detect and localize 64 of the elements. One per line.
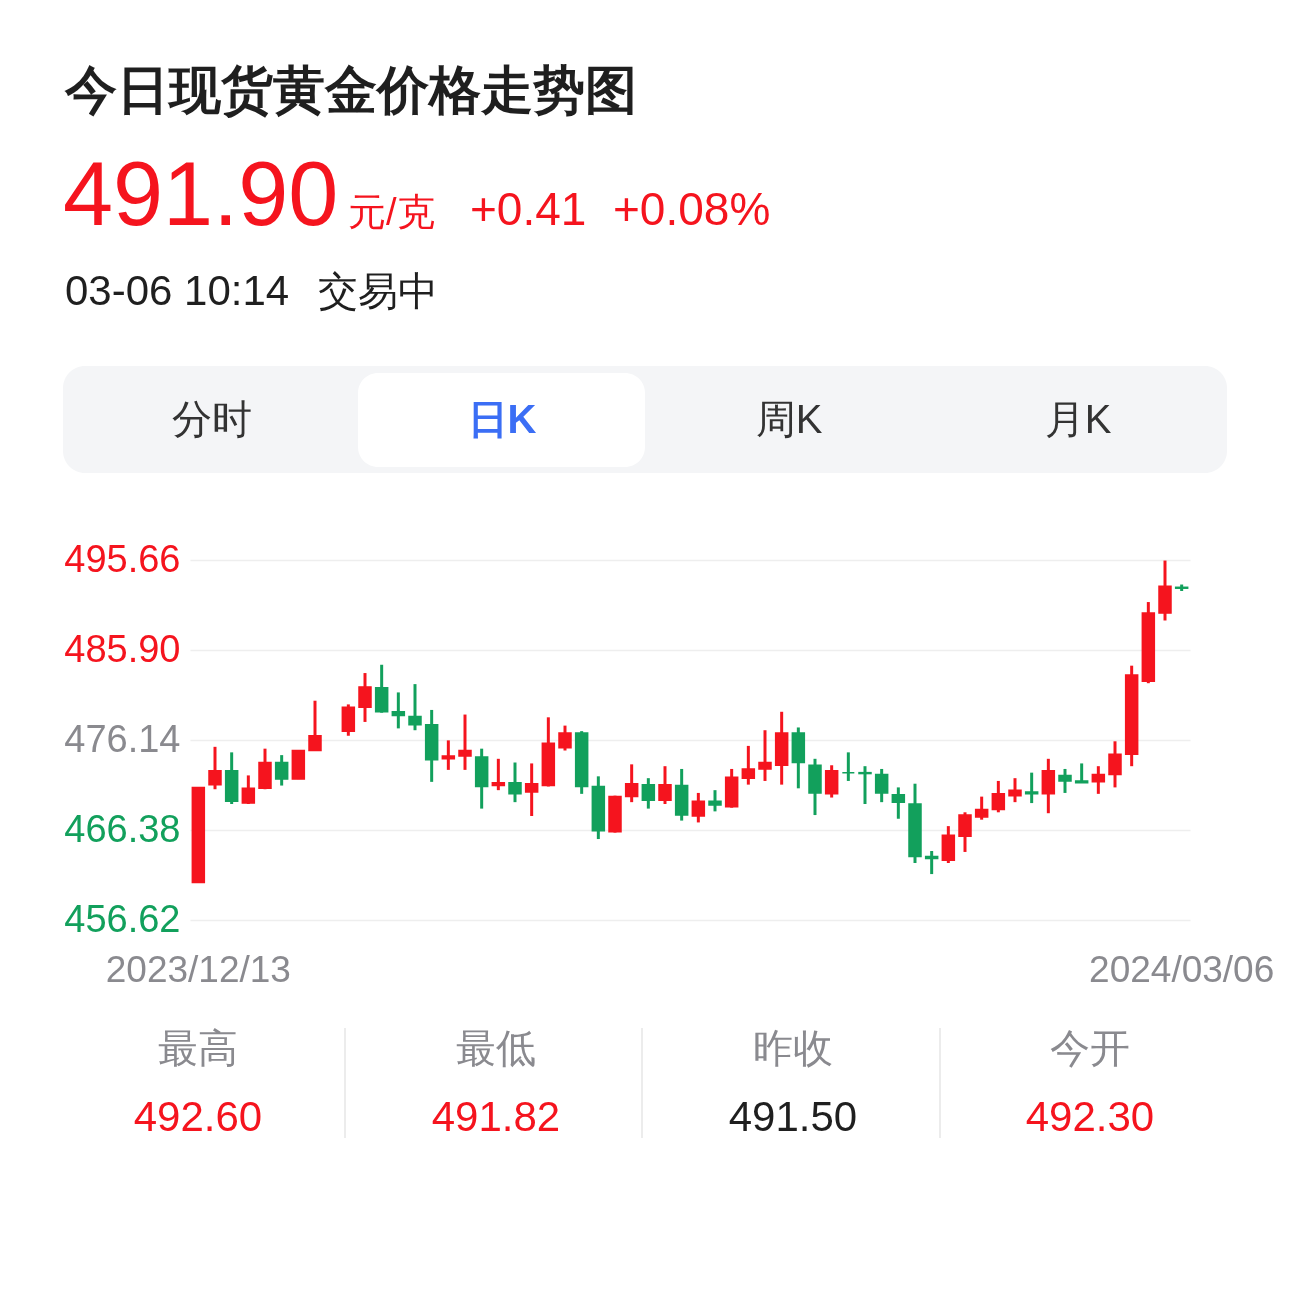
candlestick — [208, 745, 222, 791]
candlestick — [241, 775, 256, 804]
candlestick — [858, 766, 872, 804]
y-tick-label: 456.62 — [64, 897, 181, 940]
candlestick — [358, 673, 372, 722]
candlestick — [691, 791, 706, 823]
y-tick-label: 476.14 — [64, 717, 181, 760]
text: +0.08% — [613, 183, 771, 235]
candlestick — [891, 787, 906, 819]
candlestick — [441, 740, 456, 770]
candlestick — [1108, 741, 1122, 788]
candlestick — [958, 812, 972, 852]
candlestick — [508, 762, 522, 804]
text: 月K — [1044, 397, 1112, 441]
candlestick — [924, 851, 939, 876]
candlestick — [758, 730, 772, 781]
candlestick — [1041, 757, 1056, 815]
candlestick — [841, 752, 856, 781]
candlestick — [874, 767, 889, 804]
candlestick — [308, 700, 322, 752]
text: 最高 — [158, 1026, 238, 1070]
text: 最低 — [456, 1026, 536, 1070]
text: 492.30 — [1025, 1093, 1155, 1140]
candlestick — [824, 765, 839, 798]
candlestick — [274, 755, 289, 786]
candlestick — [1058, 767, 1072, 793]
text: 491.82 — [431, 1093, 561, 1140]
text: +0.41 — [470, 183, 587, 235]
candlestick — [341, 704, 356, 736]
text: 分时 — [172, 397, 252, 441]
x-tick-label: 2023/12/13 — [105, 948, 291, 990]
y-tick-label: 485.90 — [64, 627, 181, 670]
text: 日K — [467, 397, 537, 441]
text: 491.50 — [728, 1093, 858, 1140]
x-tick-label: 2024/03/06 — [1089, 948, 1275, 990]
y-tick-label: 495.66 — [64, 537, 181, 580]
text: 昨收 — [753, 1026, 833, 1070]
candlestick — [1008, 778, 1022, 804]
text: 周K — [755, 397, 823, 441]
candlestick — [974, 796, 989, 820]
candlestick — [641, 778, 656, 809]
text: 03-06 10:14 — [65, 267, 290, 314]
candlestick — [391, 692, 406, 729]
candlestick — [624, 764, 639, 804]
chart-title: 今日现货黄金价格走势图 — [64, 61, 637, 119]
candlestick — [1074, 763, 1089, 784]
text: 今开 — [1050, 1026, 1130, 1070]
y-tick-label: 466.38 — [64, 807, 181, 850]
text: 元/克 — [348, 191, 435, 233]
text: 交易中 — [318, 269, 438, 313]
candlestick — [524, 763, 539, 816]
candlestick — [491, 757, 506, 792]
text: 491.90 — [63, 144, 339, 244]
candlestick — [708, 790, 722, 812]
candlestick — [558, 725, 572, 751]
candlestick — [741, 744, 756, 785]
candlestick — [1024, 772, 1039, 805]
candlestick — [658, 766, 672, 804]
candlestick — [1091, 766, 1106, 794]
candlestick — [374, 664, 389, 713]
candlestick — [458, 714, 472, 770]
candlestick — [991, 779, 1006, 813]
text: 492.60 — [133, 1093, 263, 1140]
candlestick — [408, 684, 422, 732]
